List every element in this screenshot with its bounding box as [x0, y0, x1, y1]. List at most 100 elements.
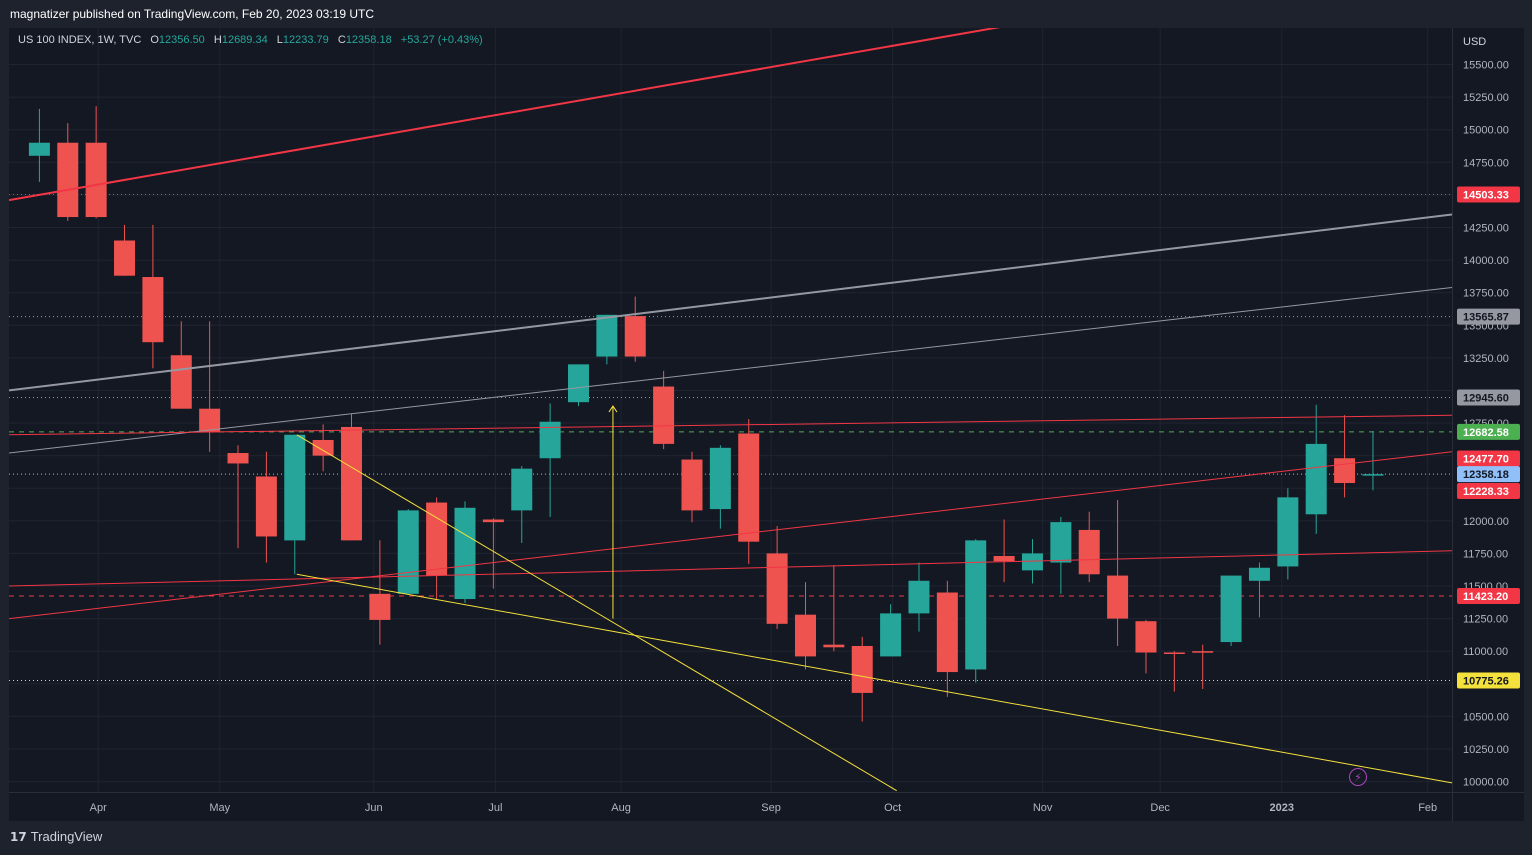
flash-icon[interactable]: ⚡	[1349, 768, 1367, 786]
price-level-label: 12945.60	[1463, 393, 1509, 405]
candle-body-down	[255, 476, 277, 537]
time-tick-label: Apr	[90, 802, 107, 814]
candle-body-down	[1192, 651, 1214, 653]
price-level-label: 13565.87	[1463, 312, 1509, 324]
candle-body-up	[880, 613, 902, 657]
close-label: C	[337, 34, 346, 46]
price-level-tag	[1457, 672, 1520, 689]
price-tick-label: 11000.00	[1463, 646, 1508, 658]
price-level-tag	[1457, 450, 1520, 467]
time-axis-labels: AprMayJunJulAugSepOctNovDec2023FebMa	[90, 802, 1438, 814]
candles	[28, 106, 1384, 722]
candle-body-down	[57, 142, 79, 218]
price-level-label: 12228.33	[1463, 486, 1509, 498]
candle-body-up	[284, 434, 306, 541]
price-tick-label: 15250.00	[1463, 92, 1509, 104]
price-level-tag	[1457, 308, 1520, 325]
time-tick-label: Sep	[761, 802, 781, 814]
trend-line	[9, 550, 1452, 587]
candle-body-down	[624, 316, 646, 357]
change-value: +53.27 (+0.43%)	[400, 34, 483, 46]
candle-body-down	[738, 433, 760, 542]
time-axis[interactable]: AprMayJunJulAugSepOctNovDec2023FebMa	[9, 792, 1452, 821]
candle-body-up	[1362, 474, 1384, 476]
candle-body-down	[766, 553, 788, 624]
candle-body-down	[369, 593, 391, 620]
candle-body-down	[170, 355, 192, 409]
publisher-caption: magnatizer published on TradingView.com,…	[10, 7, 374, 21]
candle-body-down	[851, 645, 873, 693]
time-tick-label: Feb	[1418, 802, 1437, 814]
time-tick-label: 2023	[1270, 802, 1294, 814]
price-level-tag	[1457, 588, 1520, 605]
candle-body-down	[1334, 458, 1356, 484]
candle-body-up	[1248, 567, 1270, 581]
candle-body-down	[1163, 652, 1185, 654]
time-tick-label: May	[209, 802, 230, 814]
candle-body-up	[568, 364, 589, 403]
price-tick-label: 10250.00	[1463, 744, 1509, 756]
price-level-tag	[1457, 466, 1520, 483]
price-tick-label: 10000.00	[1463, 777, 1509, 789]
price-level-label: 12477.70	[1463, 454, 1509, 466]
candle-body-down	[653, 386, 675, 444]
open-label: O	[150, 34, 159, 46]
candle-body-down	[993, 556, 1015, 562]
price-tick-label: 15000.00	[1463, 125, 1509, 137]
candle-body-up	[1050, 522, 1072, 563]
candle-body-up	[1021, 553, 1043, 571]
price-tick-label: 10500.00	[1463, 711, 1509, 723]
close-value: 12358.18	[345, 34, 392, 46]
footer-brand[interactable]: 𝟭𝟳 TradingView	[10, 826, 102, 848]
trend-line	[296, 434, 897, 792]
candle-body-down	[312, 439, 334, 456]
trend-line	[9, 451, 1452, 620]
price-chart[interactable]	[9, 28, 1452, 792]
price-tick-label: 13750.00	[1463, 288, 1509, 300]
high-label: H	[213, 34, 222, 46]
price-tick-label: 11750.00	[1463, 548, 1508, 560]
price-level-tag	[1457, 389, 1520, 406]
open-value: 12356.50	[158, 34, 205, 46]
candle-body-up	[965, 540, 987, 670]
axis-corner	[1452, 792, 1524, 821]
price-axis-labels: USD 10000.00 10250.00 10500.00 11000.00 11250…	[1457, 36, 1520, 789]
price-tick-label: 14750.00	[1463, 157, 1509, 169]
time-tick-label: Jul	[488, 802, 502, 814]
price-tick-label: 12000.00	[1463, 516, 1509, 528]
candle-body-down	[341, 426, 363, 541]
candle-body-down	[823, 644, 845, 648]
time-tick-label: Jun	[365, 802, 383, 814]
time-tick-label: Oct	[884, 802, 901, 814]
high-value: 12689.34	[221, 34, 268, 46]
price-tick-label: 15500.00	[1463, 60, 1509, 72]
symbol-legend: US 100 INDEX, 1W, TVC O12356.50 H12689.3…	[18, 34, 483, 46]
time-tick-label: Aug	[611, 802, 631, 814]
price-tick-label: 14250.00	[1463, 222, 1509, 234]
candle-body-down	[227, 453, 249, 464]
trend-line	[9, 28, 1001, 202]
trend-line	[9, 286, 1452, 454]
candle-body-down	[1107, 575, 1129, 619]
low-label: L	[276, 34, 283, 46]
currency-label: USD	[1463, 36, 1486, 48]
time-tick-label: Nov	[1033, 802, 1053, 814]
price-tick-label: 13250.00	[1463, 353, 1509, 365]
candle-body-up	[28, 142, 50, 156]
candle-body-up	[709, 447, 731, 510]
price-level-label: 10775.26	[1463, 675, 1509, 687]
grid	[9, 28, 1452, 792]
tradingview-logo-icon: 𝟭𝟳	[10, 830, 27, 844]
price-level-label: 12682.58	[1463, 427, 1509, 439]
candle-body-down	[1078, 529, 1100, 575]
candle-body-up	[1220, 575, 1242, 643]
price-axis[interactable]: USD 10000.00 10250.00 10500.00 11000.00 11250…	[1452, 28, 1524, 792]
chart-area[interactable]	[9, 28, 1452, 820]
level-lines	[9, 193, 1452, 681]
candle-body-up	[539, 421, 561, 459]
candle-body-up	[1305, 443, 1327, 515]
symbol-name: US 100 INDEX, 1W, TVC	[18, 34, 142, 46]
price-tick-label: 11250.00	[1463, 614, 1508, 626]
candle-body-down	[482, 519, 504, 523]
candle-body-up	[908, 580, 930, 614]
